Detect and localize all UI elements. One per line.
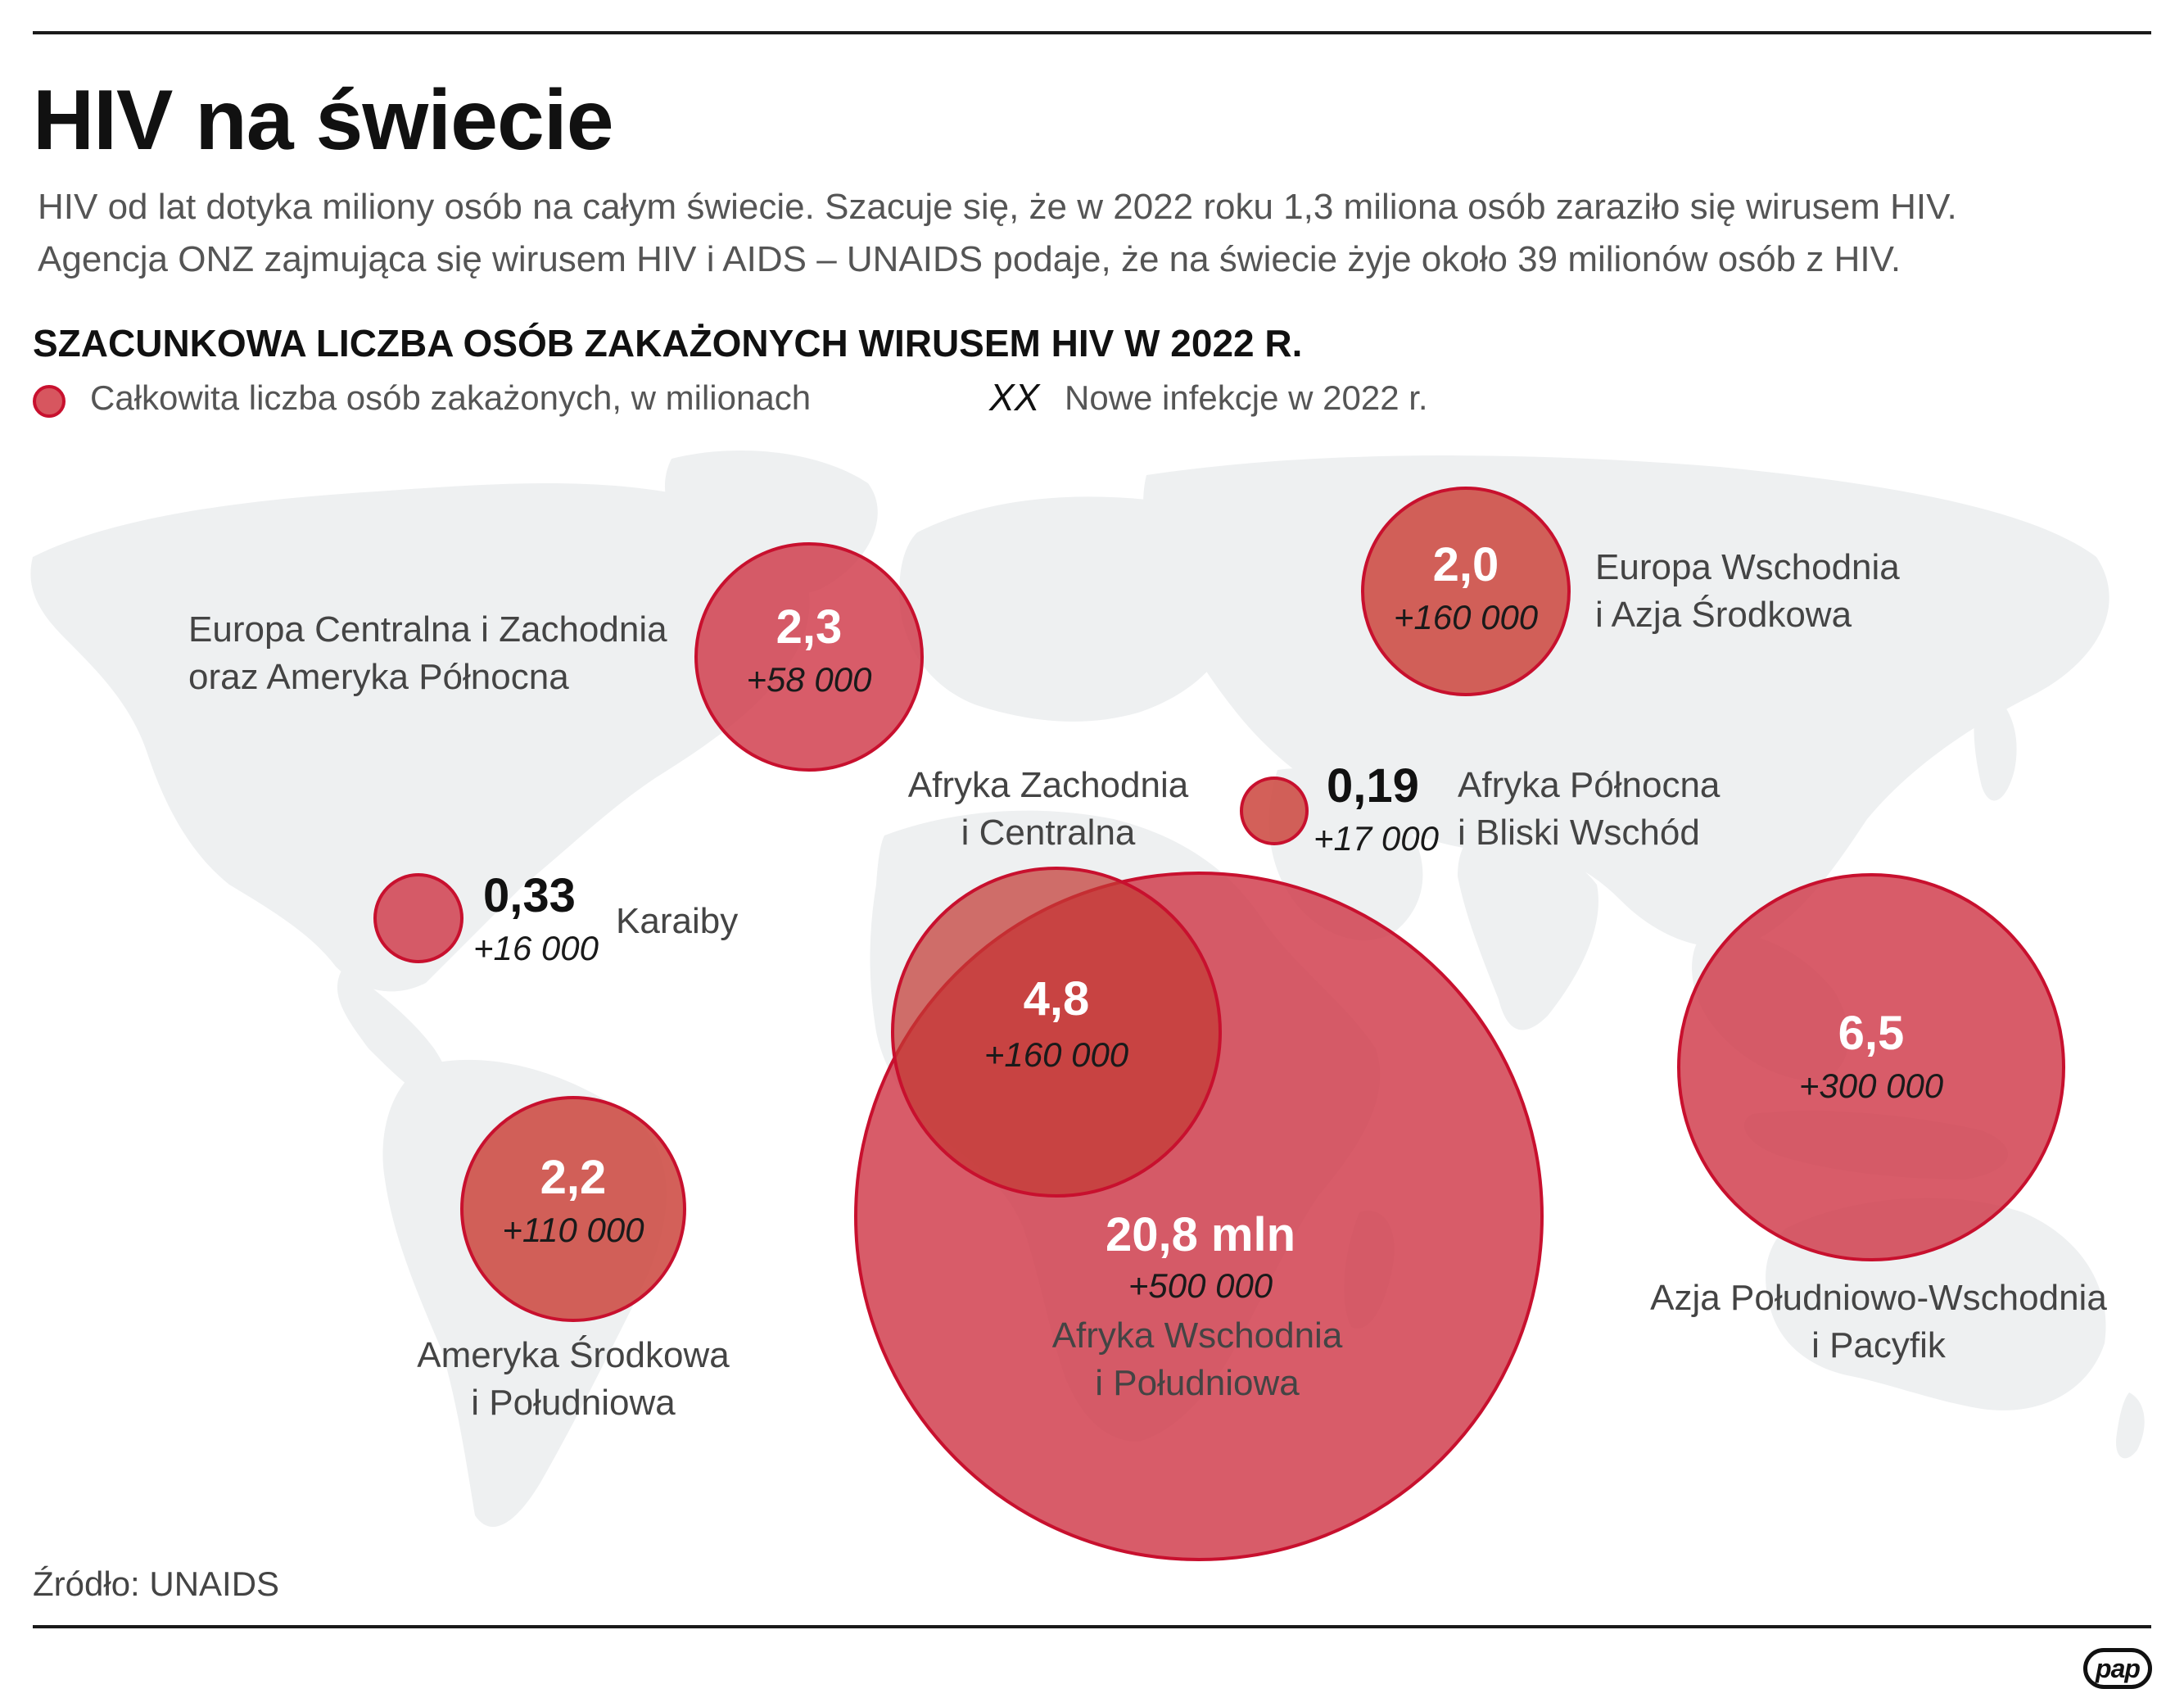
new-infections-west-central-africa: +160 000 (983, 1035, 1129, 1074)
value-latin-america: 2,2 (540, 1151, 607, 1204)
page-title: HIV na świecie (33, 73, 614, 168)
label-west-central-africa: Afryka Zachodnia i Centralna (907, 765, 1189, 853)
new-infections-europe-west: +58 000 (746, 660, 872, 699)
bubble-europe-east (1361, 487, 1571, 696)
north-america-shape (30, 483, 810, 992)
value-europe-west: 2,3 (775, 600, 843, 654)
label-asia-pacific: Azja Południowo-Wschodnia i Pacyfik (1650, 1278, 2107, 1365)
label-latin-america: Ameryka Środkowa i Południowa (417, 1335, 730, 1423)
label-caribbean: Karaiby (616, 901, 739, 941)
new-infections-europe-east: +160 000 (1393, 598, 1539, 636)
bubble-asia-pacific (1677, 873, 2065, 1261)
japan-shape (1974, 688, 2017, 801)
value-europe-east: 2,0 (1432, 538, 1499, 591)
legend-new-symbol: XX (989, 376, 1040, 419)
intro-line-2: Agencja ONZ zajmująca się wirusem HIV i … (38, 239, 1901, 279)
label-east-south-africa: Afryka Wschodnia i Południowa (1051, 1315, 1343, 1403)
value-west-central-africa: 4,8 (1023, 972, 1090, 1026)
india-shape (1458, 835, 1598, 1030)
new-infections-east-south-africa: +500 000 (1128, 1266, 1273, 1305)
bubble-caribbean (373, 873, 463, 963)
new-infections-latin-america: +110 000 (502, 1211, 644, 1249)
value-caribbean: 0,33 (483, 869, 576, 922)
new-infections-north-africa: +17 000 (1314, 819, 1439, 858)
new-infections-asia-pacific: +300 000 (1798, 1066, 1944, 1105)
legend-circle-label: Całkowita liczba osób zakażonych, w mili… (90, 378, 812, 417)
value-north-africa: 0,19 (1327, 759, 1419, 813)
new-infections-caribbean: +16 000 (473, 929, 599, 967)
bubble-latin-america (460, 1096, 686, 1322)
intro-line-1: HIV od lat dotyka miliony osób na całym … (38, 187, 1957, 227)
top-rule (33, 31, 2151, 34)
bubble-north-africa (1240, 777, 1309, 845)
bottom-rule (33, 1625, 2151, 1628)
value-asia-pacific: 6,5 (1838, 1007, 1905, 1060)
legend-new-label: Nowe infekcje w 2022 r. (1065, 378, 1428, 417)
bubble-west-central-africa (891, 867, 1222, 1198)
label-europe-west: Europa Centralna i Zachodnia oraz Ameryk… (188, 609, 667, 697)
source-note: Źródło: UNAIDS (33, 1564, 280, 1603)
label-europe-east: Europa Wschodnia i Azja Środkowa (1595, 547, 1900, 635)
chart-subtitle: SZACUNKOWA LICZBA OSÓB ZAKAŻONYCH WIRUSE… (33, 322, 1303, 364)
legend-circle-icon (33, 385, 66, 418)
bubble-europe-west (694, 542, 924, 772)
pap-logo: pap (2083, 1648, 2152, 1689)
new-zealand-shape (2116, 1392, 2145, 1459)
value-east-south-africa: 20,8 mln (1105, 1208, 1296, 1261)
label-north-africa: Afryka Północna i Bliski Wschód (1458, 765, 1721, 853)
